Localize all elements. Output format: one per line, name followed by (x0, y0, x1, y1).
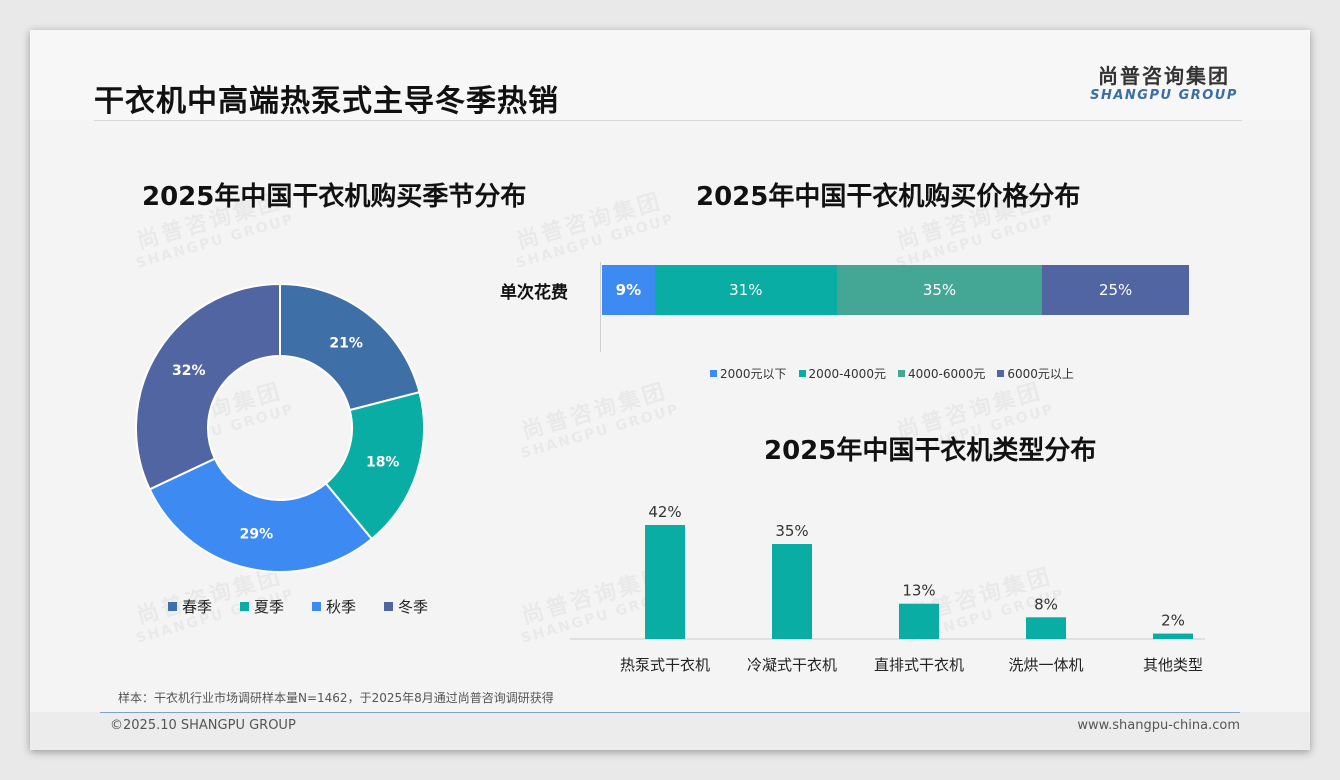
website-url: www.shangpu-china.com (1077, 718, 1240, 733)
type-bar-洗烘一体机 (1026, 617, 1066, 639)
donut-slice-秋季 (148, 457, 374, 573)
donut-slice-春季 (279, 282, 421, 412)
footer-band (30, 712, 1310, 750)
type-category-label: 冷凝式干衣机 (747, 656, 837, 674)
legend-item: 春季 (168, 596, 212, 617)
type-category-label: 直排式干衣机 (874, 656, 964, 674)
type-bar-value-label: 13% (902, 582, 935, 600)
legend-item: 2000-4000元 (798, 365, 886, 382)
header-band (30, 30, 1310, 120)
logo-chinese: 尚普咨询集团 (1098, 64, 1230, 88)
page-title: 干衣机中高端热泵式主导冬季热销 (94, 84, 559, 119)
legend-label: 秋季 (326, 598, 357, 616)
donut-slice-label: 18% (366, 454, 400, 470)
sample-footnote: 样本：干衣机行业市场调研样本量N=1462，于2025年8月通过尚普咨询调研获得 (118, 691, 554, 705)
legend-item: 秋季 (312, 596, 356, 617)
donut-slice-夏季 (324, 390, 425, 541)
type-category-label: 热泵式干衣机 (620, 656, 710, 674)
copyright: ©2025.10 SHANGPU GROUP (110, 718, 296, 733)
footer-divider (100, 712, 1240, 713)
logo: 尚普咨询集团 SHANGPU GROUP (1088, 64, 1240, 104)
donut-slice-冬季 (135, 282, 281, 491)
price-segment-2000-4000元: 31% (654, 265, 837, 315)
season-legend: 春季 夏季 秋季 冬季 (168, 596, 428, 617)
type-bar-value-label: 42% (648, 503, 681, 521)
price-axis-line (600, 262, 601, 352)
type-bar-冷凝式干衣机 (772, 544, 812, 639)
legend-swatch (384, 602, 394, 611)
price-segment-2000元以下: 9% (602, 265, 655, 315)
legend-item: 6000元以上 (997, 365, 1074, 382)
legend-swatch (168, 602, 177, 611)
price-stacked-bar: 9% 31% 35% 25% (602, 265, 1189, 315)
price-chart-title: 2025年中国干衣机购买价格分布 (696, 182, 1081, 212)
legend-item: 2000元以下 (710, 365, 787, 382)
legend-label: 2000-4000元 (808, 367, 886, 381)
legend-label: 2000元以下 (720, 367, 787, 381)
type-bar-chart: 42% 热泵式干衣机 35% 冷凝式干衣机 13% 直排式干衣机 8% 洗烘一体机 2% 其他类型 (570, 503, 1205, 674)
type-bar-value-label: 35% (775, 522, 808, 540)
legend-label: 6000元以上 (1007, 367, 1074, 381)
legend-swatch (798, 370, 806, 377)
legend-swatch (997, 370, 1005, 377)
legend-label: 春季 (182, 598, 213, 616)
donut-slice-label: 29% (240, 526, 274, 542)
header-divider (94, 120, 1242, 121)
type-bar-value-label: 2% (1161, 612, 1185, 630)
legend-label: 冬季 (398, 598, 429, 616)
season-donut-chart: 21% 18% 29% 32% (135, 282, 425, 573)
type-chart-title: 2025年中国干衣机类型分布 (764, 436, 1097, 466)
logo-english: SHANGPU GROUP (1090, 88, 1238, 103)
legend-swatch (240, 602, 250, 611)
legend-label: 4000-6000元 (907, 367, 986, 381)
type-bar-热泵式干衣机 (645, 525, 685, 639)
type-category-label: 洗烘一体机 (1008, 656, 1083, 674)
legend-swatch (312, 602, 322, 611)
legend-item: 冬季 (384, 596, 428, 617)
donut-slice-label: 21% (329, 336, 363, 352)
type-category-label: 其他类型 (1143, 656, 1203, 674)
type-bar-value-label: 8% (1034, 595, 1058, 613)
legend-swatch (710, 370, 717, 377)
slide: 干衣机中高端热泵式主导冬季热销 尚普咨询集团 SHANGPU GROUP 尚普咨… (30, 30, 1310, 750)
price-row-label: 单次花费 (500, 283, 568, 303)
donut-slice-label: 32% (172, 363, 206, 379)
legend-swatch (897, 370, 905, 377)
season-chart-title: 2025年中国干衣机购买季节分布 (142, 182, 527, 212)
type-bar-其他类型 (1153, 633, 1193, 639)
price-legend: 2000元以下 2000-4000元 4000-6000元 6000元以上 (710, 365, 1074, 382)
legend-item: 4000-6000元 (897, 365, 986, 382)
type-bar-直排式干衣机 (899, 603, 939, 639)
legend-item: 夏季 (240, 596, 284, 617)
price-segment-6000元以上: 25% (1042, 265, 1189, 315)
price-segment-4000-6000元: 35% (836, 265, 1043, 315)
legend-label: 夏季 (254, 598, 285, 616)
